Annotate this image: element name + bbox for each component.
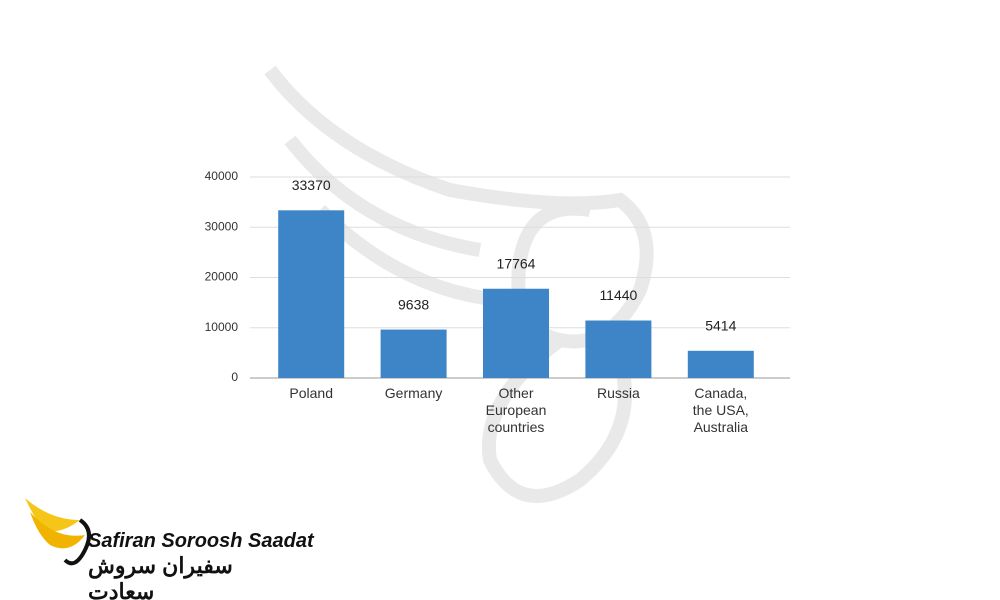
value-label: 17764 xyxy=(497,255,536,271)
value-label: 5414 xyxy=(705,317,736,333)
value-label: 9638 xyxy=(398,296,429,312)
bar xyxy=(687,350,754,378)
x-tick-label: Poland xyxy=(289,385,333,401)
bar xyxy=(585,320,652,378)
x-tick-label: Other European countries xyxy=(485,385,547,435)
logo-name: Safiran Soroosh Saadat xyxy=(88,530,314,552)
y-tick-label: 30000 xyxy=(205,219,239,233)
bar xyxy=(483,288,549,378)
y-tick-label: 10000 xyxy=(205,320,239,334)
y-tick-label: 0 xyxy=(231,370,238,384)
logo-mark xyxy=(25,498,91,566)
value-label: 11440 xyxy=(599,287,637,303)
y-tick-label: 40000 xyxy=(205,169,239,183)
bar xyxy=(278,210,345,378)
value-label: 33370 xyxy=(292,177,331,193)
x-tick-label: Russia xyxy=(596,385,640,401)
logo-name-fa: سفیران سروش سعادت xyxy=(88,553,233,600)
x-tick-label: Germany xyxy=(384,385,443,401)
x-tick-label: Canada, the USA, Australia xyxy=(692,385,749,435)
bar xyxy=(380,329,447,378)
y-tick-label: 20000 xyxy=(205,270,239,284)
